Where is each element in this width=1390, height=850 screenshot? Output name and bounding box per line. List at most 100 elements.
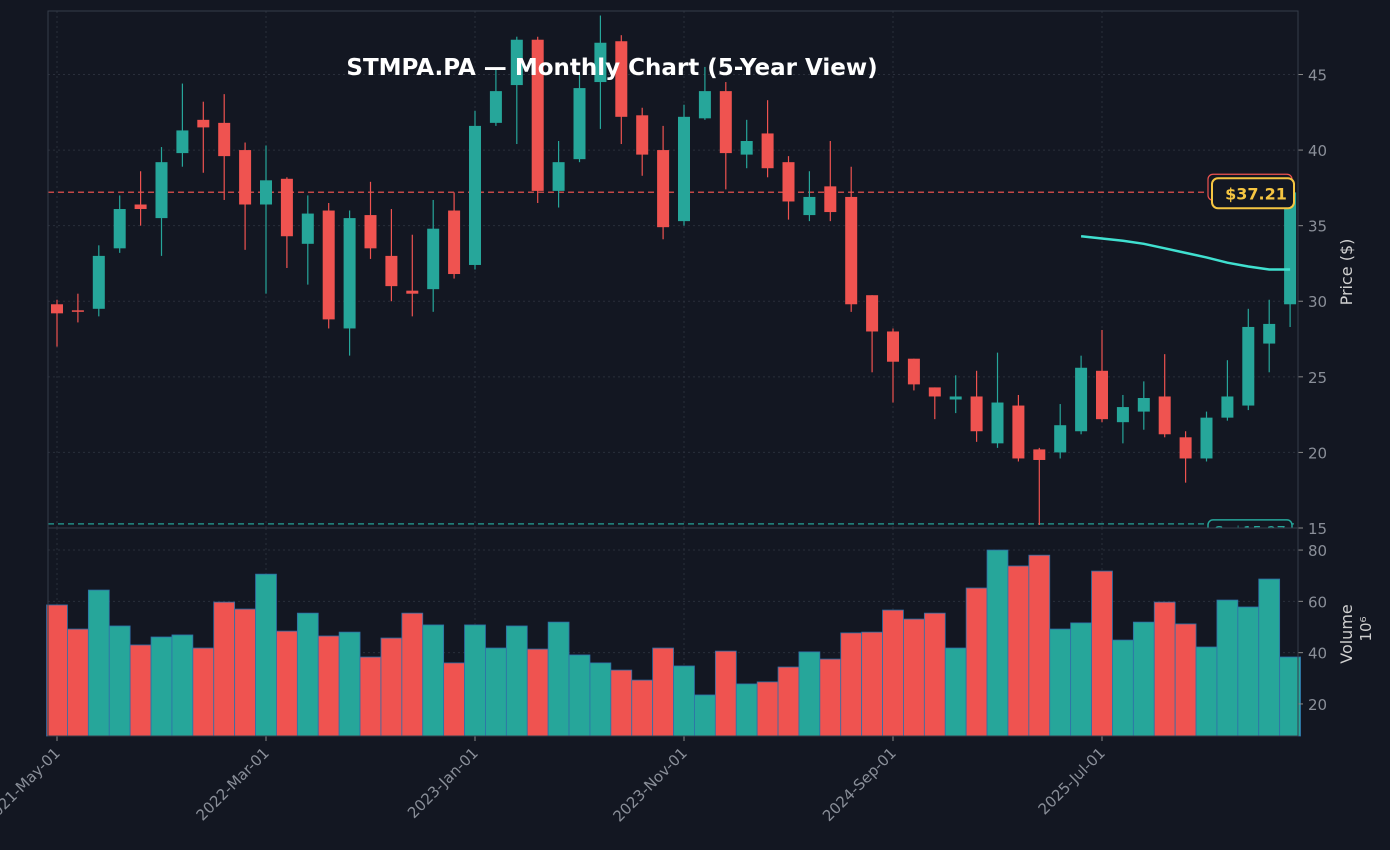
volume-bar — [296, 612, 319, 737]
volume-bar — [443, 662, 465, 737]
volume-tick-label: 20 — [1308, 696, 1327, 714]
volume-bar — [317, 635, 340, 737]
candle-body — [1263, 323, 1276, 344]
volume-bar — [1091, 570, 1113, 737]
volume-bar — [485, 647, 507, 737]
candle-body — [343, 218, 356, 329]
y-tick-label: 35 — [1308, 218, 1327, 236]
candle-body — [489, 91, 502, 123]
volume-panel — [46, 528, 1301, 737]
candle-body — [239, 150, 252, 205]
candle-body — [1200, 417, 1213, 459]
candle-body — [803, 196, 816, 216]
volume-bar — [255, 573, 277, 737]
volume-bar — [1007, 565, 1030, 737]
candle-body — [1075, 367, 1088, 432]
volume-bar — [965, 587, 988, 737]
support-label: S: $15.27 — [1214, 523, 1286, 541]
volume-bar — [798, 651, 821, 737]
volume-bar — [1237, 606, 1260, 737]
volume-bar — [213, 601, 236, 737]
volume-bar — [401, 612, 424, 737]
volume-bar — [1112, 639, 1134, 737]
volume-bar — [1132, 621, 1155, 737]
volume-bar — [276, 630, 298, 737]
volume-bar — [882, 609, 904, 737]
y-tick-label: 45 — [1308, 66, 1327, 84]
volume-bar — [631, 679, 654, 737]
volume-bar — [150, 636, 173, 737]
candle-body — [155, 162, 168, 219]
candle-body — [1221, 396, 1234, 418]
y-tick-label: 25 — [1308, 369, 1327, 387]
volume-bar — [756, 681, 779, 737]
candle-body — [280, 178, 293, 237]
support-label-box — [1207, 519, 1293, 528]
candle-body — [113, 209, 126, 249]
candle-body — [1012, 405, 1025, 459]
candle-body — [322, 210, 335, 320]
candle-body — [552, 162, 565, 191]
volume-bar — [108, 625, 131, 737]
volume-tick-label: 40 — [1308, 645, 1327, 663]
candle-body — [1096, 370, 1108, 420]
candle-body — [1137, 397, 1150, 412]
volume-tick-label: 60 — [1308, 593, 1327, 611]
candle-body — [260, 180, 272, 205]
volume-bar — [986, 549, 1009, 737]
volume-bar — [923, 612, 946, 737]
candle-body — [92, 255, 105, 309]
volume-bar — [1153, 601, 1176, 737]
candle-body — [740, 141, 753, 155]
y-tick-label: 15 — [1308, 520, 1327, 538]
candle-body — [364, 215, 377, 249]
candle-body — [1158, 396, 1171, 435]
volume-bar — [1049, 628, 1072, 737]
candle-body — [594, 42, 607, 83]
volume-bar — [1258, 578, 1281, 737]
candle-body — [1284, 192, 1297, 305]
volume-bar — [359, 656, 382, 737]
moving-average-line — [1080, 235, 1291, 271]
y-tick-label: 30 — [1308, 293, 1327, 311]
volume-bar — [1216, 599, 1239, 737]
volume-bar — [67, 628, 89, 737]
candle-body — [406, 290, 419, 294]
volume-bar — [192, 647, 215, 737]
candle-body — [427, 228, 440, 290]
volume-bar — [526, 648, 549, 737]
candle-body — [301, 213, 314, 244]
candle-body — [197, 119, 210, 128]
volume-bar — [840, 632, 863, 737]
volume-bar — [819, 658, 842, 737]
candle-body — [949, 396, 962, 400]
volume-bar — [1028, 554, 1051, 737]
y-tick-label: 20 — [1308, 444, 1327, 462]
candle-body — [887, 331, 899, 362]
volume-bar — [673, 665, 695, 737]
candle-body — [448, 210, 461, 275]
candle-body — [531, 39, 544, 191]
volume-bar — [87, 589, 110, 737]
volume-bar — [1195, 646, 1218, 737]
volume-bar — [1174, 623, 1197, 737]
candle-body — [761, 133, 774, 169]
candle-body — [907, 358, 920, 385]
candle-body — [1054, 425, 1067, 453]
candle-body — [218, 122, 231, 157]
volume-bar — [464, 624, 486, 737]
volume-bar — [589, 662, 612, 737]
candle-body — [1116, 407, 1129, 423]
chart-title: STMPA.PA — Monthly Chart (5-Year View) — [346, 55, 877, 81]
volume-bar — [338, 631, 361, 737]
candle-body — [970, 396, 983, 432]
y-axis-label: Price ($) — [1337, 239, 1356, 306]
candle-body — [385, 255, 398, 287]
volume-scale-label: 10⁶ — [1357, 616, 1375, 641]
candle-body — [928, 387, 941, 397]
volume-bar — [46, 604, 68, 737]
volume-bar — [861, 631, 883, 737]
volume-bar — [171, 634, 194, 737]
candle-body — [176, 130, 189, 154]
volume-bar — [714, 650, 737, 737]
